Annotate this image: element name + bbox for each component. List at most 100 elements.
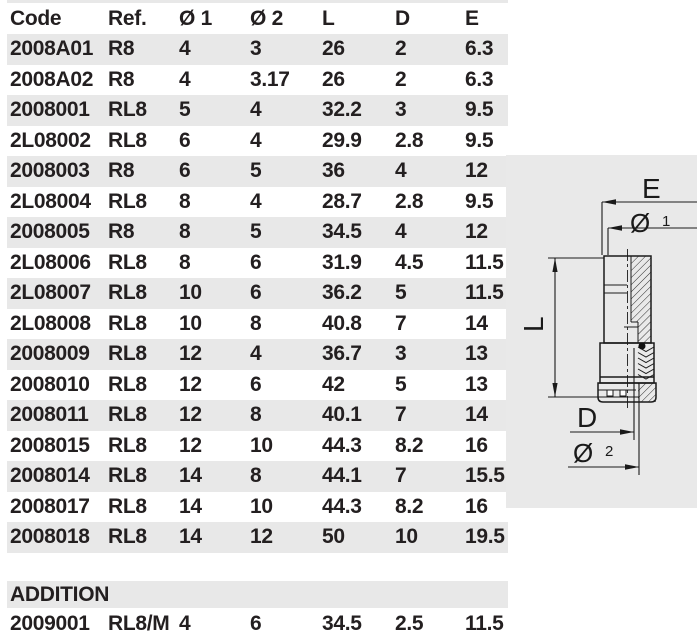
table-cell: 44.3 [322,494,362,518]
table-cell: 10 [250,494,273,518]
table-cell: 12 [179,372,202,396]
table-cell: 11.5 [465,250,504,274]
table-cell: 2008017 [10,494,90,518]
table-cell: 29.9 [322,128,362,152]
table-cell: 2.8 [395,189,424,213]
table-cell: 36.2 [322,281,362,305]
column-header: Ref. [108,6,147,30]
table-cell: 36.7 [322,342,362,366]
table-cell: 2.5 [395,611,424,635]
table-row: 2008A01 R8 4 3 26 2 6.3 [7,34,508,65]
addition-section-row: ADDITION [7,581,508,608]
table-cell: 5 [395,372,407,396]
table-cell: 13 [465,372,488,396]
oring-dot [638,342,646,350]
table-cell: RL8 [108,433,147,457]
table-row: 2L08008 RL8 10 8 40.8 7 14 [7,309,508,340]
table-cell: 4.5 [395,250,424,274]
dim-label-d2: Ø [573,438,593,468]
table-cell: 5 [250,159,262,183]
table-cell: 10 [250,433,273,457]
serration-band [637,346,655,380]
table-cell: 19.5 [465,525,505,549]
table-cell: 2008A02 [10,67,94,91]
table-cell: 42 [322,372,345,396]
table-cell: 4 [179,67,191,91]
table-cell: 26 [322,37,345,61]
table-cell: 34.5 [322,220,362,244]
table-cell: 5 [250,220,262,244]
table-cell: 2L08004 [10,189,91,213]
column-header: Code [10,6,62,30]
table-cell: R8 [108,220,135,244]
table-row: 2008014 RL8 14 8 44.1 7 15.5 [7,461,508,492]
table-cell: RL8 [108,128,147,152]
table-cell: 10 [179,281,202,305]
column-header: Ø 1 [179,6,212,30]
table-cell: 4 [250,128,262,152]
table-cell: 16 [465,494,488,518]
table-cell: 12 [465,159,488,183]
table-top-edge [7,0,508,3]
table-cell: 28.7 [322,189,362,213]
table-row: 2008018 RL8 14 12 50 10 19.5 [7,522,508,553]
table-cell: 7 [395,464,407,488]
table-cell: 4 [395,220,407,244]
table-cell: 8 [179,220,191,244]
table-cell: 7 [395,311,407,335]
dim-label-l: L [518,316,549,332]
table-cell: 12 [250,525,273,549]
table-cell: 31.9 [322,250,362,274]
table-cell: R8 [108,67,135,91]
table-cell: 15.5 [465,464,505,488]
dim-label-d: D [577,402,597,433]
table-cell: 9.5 [465,189,494,213]
table-cell: 2008005 [10,220,90,244]
table-cell: RL8 [108,311,147,335]
table-cell: 10 [179,311,202,335]
table-cell: 12 [179,342,202,366]
table-cell: 8 [179,250,191,274]
table-cell: 6 [250,250,262,274]
dim-label-d1: Ø [630,208,650,238]
table-row: 2L08002 RL8 6 4 29.9 2.8 9.5 [7,126,508,157]
table-cell: 2008003 [10,159,90,183]
table-cell: 2L08008 [10,311,91,335]
addition-section-label: ADDITION [10,582,110,606]
column-header: Ø 2 [250,6,283,30]
table-cell: 8 [179,189,191,213]
table-cell: 12 [179,433,202,457]
table-cell: RL8 [108,525,147,549]
table-cell: 3 [250,37,262,61]
table-cell: 9.5 [465,128,494,152]
table-cell: 2.8 [395,128,424,152]
table-row: 2008005 R8 8 5 34.5 4 12 [7,217,508,248]
table-cell: 8.2 [395,494,424,518]
table-cell: 6.3 [465,37,494,61]
section-hatch [631,256,656,402]
table-cell: 6 [250,611,262,635]
table-cell: 9.5 [465,98,494,122]
table-cell: 2 [395,37,407,61]
table-row: 2L08004 RL8 8 4 28.7 2.8 9.5 [7,187,508,218]
table-cell: RL8 [108,98,147,122]
table-body: 2008A01 R8 4 3 26 2 6.3 2008A02 R8 4 3.17 26 2 6.3 200… [7,34,508,553]
table-cell: 3 [395,98,407,122]
dim-label-d2-sub: 2 [605,443,613,460]
table-row: 2008015 RL8 12 10 44.3 8.2 16 [7,431,508,462]
table-cell: RL8/M [108,611,170,635]
table-cell: 32.2 [322,98,362,122]
table-cell: 8.2 [395,433,424,457]
table-cell: 6 [250,372,262,396]
table-cell: RL8 [108,189,147,213]
table-row: 2L08006 RL8 8 6 31.9 4.5 11.5 [7,248,508,279]
table-cell: 14 [465,403,488,427]
column-header: E [465,6,479,30]
table-cell: 7 [395,403,407,427]
table-cell: 14 [179,525,202,549]
table-cell: 36 [322,159,345,183]
table-cell: R8 [108,159,135,183]
table-cell: 5 [395,281,407,305]
table-cell: RL8 [108,464,147,488]
